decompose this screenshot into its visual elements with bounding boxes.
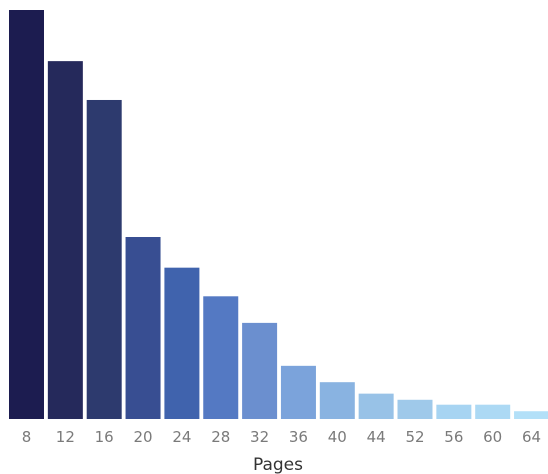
bar-8 [9,10,44,419]
x-tick-label-12: 12 [56,428,75,446]
x-tick-label-40: 40 [328,428,347,446]
bar-16 [86,99,122,419]
bar-56 [436,404,472,419]
x-tick-label-44: 44 [367,428,386,446]
x-tick-label-64: 64 [522,428,541,446]
x-tick-label-32: 32 [250,428,269,446]
bar-40 [319,382,355,419]
bar-60 [475,404,511,419]
x-tick-label-36: 36 [289,428,308,446]
bar-32 [242,322,278,419]
x-tick-labels: 8 12 16 20 24 28 32 36 40 44 52 56 60 64 [22,428,541,446]
x-tick-label-56: 56 [444,428,463,446]
x-tick-label-52: 52 [405,428,424,446]
bar-44 [358,393,394,419]
bar-20 [125,237,161,419]
x-tick-label-16: 16 [95,428,114,446]
bar-52 [397,399,433,419]
x-axis-title: Pages [253,455,303,474]
bar-12 [47,61,83,420]
x-tick-label-8: 8 [22,428,32,446]
bar-64 [514,411,548,419]
bars [9,10,548,420]
x-tick-label-20: 20 [134,428,153,446]
bar-24 [164,267,200,419]
bar-28 [203,296,239,419]
x-tick-label-24: 24 [172,428,191,446]
x-tick-label-60: 60 [483,428,502,446]
bar-36 [280,365,316,419]
x-tick-label-28: 28 [211,428,230,446]
